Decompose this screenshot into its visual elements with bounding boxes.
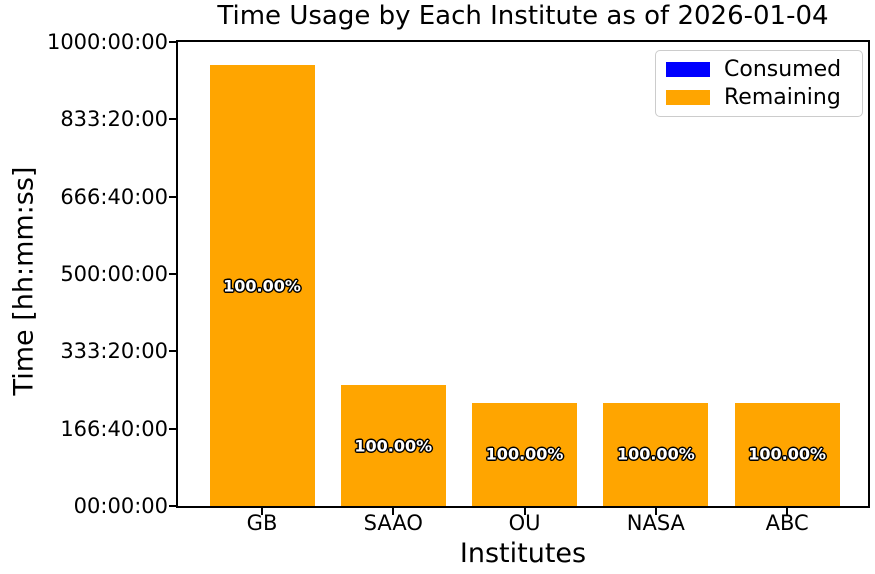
bar-percent-label-saao: 100.00% bbox=[354, 436, 433, 456]
x-tick-label-ou: OU bbox=[508, 511, 541, 535]
y-tick-label: 166:40:00 bbox=[60, 416, 168, 441]
bar-remaining-ou bbox=[472, 402, 578, 506]
bar-remaining-nasa bbox=[603, 402, 709, 506]
x-tick-mark bbox=[786, 508, 789, 515]
y-tick-mark bbox=[169, 118, 176, 121]
x-tick-label-gb: GB bbox=[246, 511, 278, 535]
bar-percent-label-ou: 100.00% bbox=[485, 444, 564, 464]
bar-percent-label-gb: 100.00% bbox=[223, 276, 301, 296]
y-tick-label: 333:20:00 bbox=[60, 339, 168, 364]
legend-label-remaining: Remaining bbox=[724, 85, 841, 111]
consumed-swatch-icon bbox=[666, 61, 710, 77]
x-tick-label-nasa: NASA bbox=[626, 511, 685, 535]
legend-entry-consumed: Consumed bbox=[666, 57, 852, 82]
y-tick-label: 1000:00:00 bbox=[46, 30, 168, 54]
x-tick-mark bbox=[523, 508, 526, 515]
x-tick-label-saao: SAAO bbox=[363, 511, 423, 535]
bar-remaining-saao bbox=[340, 385, 446, 506]
x-axis-label: Institutes bbox=[459, 538, 587, 569]
x-tick-mark bbox=[261, 508, 264, 515]
y-tick-mark bbox=[169, 195, 176, 198]
y-tick-mark bbox=[169, 41, 176, 43]
y-tick-label: 666:40:00 bbox=[60, 184, 168, 209]
plot-area: 100.00% 100.00% 100.00% 100.00% 100.00% bbox=[176, 40, 870, 508]
bar-percent-label-abc: 100.00% bbox=[748, 444, 827, 464]
y-tick-mark bbox=[169, 505, 176, 507]
y-tick-label: 500:00:00 bbox=[60, 262, 168, 286]
y-tick-mark bbox=[169, 350, 176, 353]
remaining-swatch-icon bbox=[666, 90, 710, 106]
chart-title: Time Usage by Each Institute as of 2026-… bbox=[217, 1, 829, 31]
bar-percent-label-nasa: 100.00% bbox=[616, 444, 695, 464]
y-tick-mark bbox=[169, 427, 176, 430]
y-tick-label: 00:00:00 bbox=[73, 494, 168, 518]
x-tick-mark bbox=[392, 508, 395, 515]
legend-entry-remaining: Remaining bbox=[666, 85, 852, 110]
y-tick-label: 833:20:00 bbox=[60, 107, 168, 132]
bar-remaining-gb bbox=[209, 65, 315, 506]
legend-label-consumed: Consumed bbox=[724, 56, 842, 82]
x-tick-mark bbox=[654, 508, 657, 515]
legend: Consumed Remaining bbox=[655, 50, 863, 117]
bar-remaining-abc bbox=[734, 402, 840, 506]
y-tick-mark bbox=[169, 273, 176, 275]
x-tick-label-abc: ABC bbox=[765, 511, 809, 535]
